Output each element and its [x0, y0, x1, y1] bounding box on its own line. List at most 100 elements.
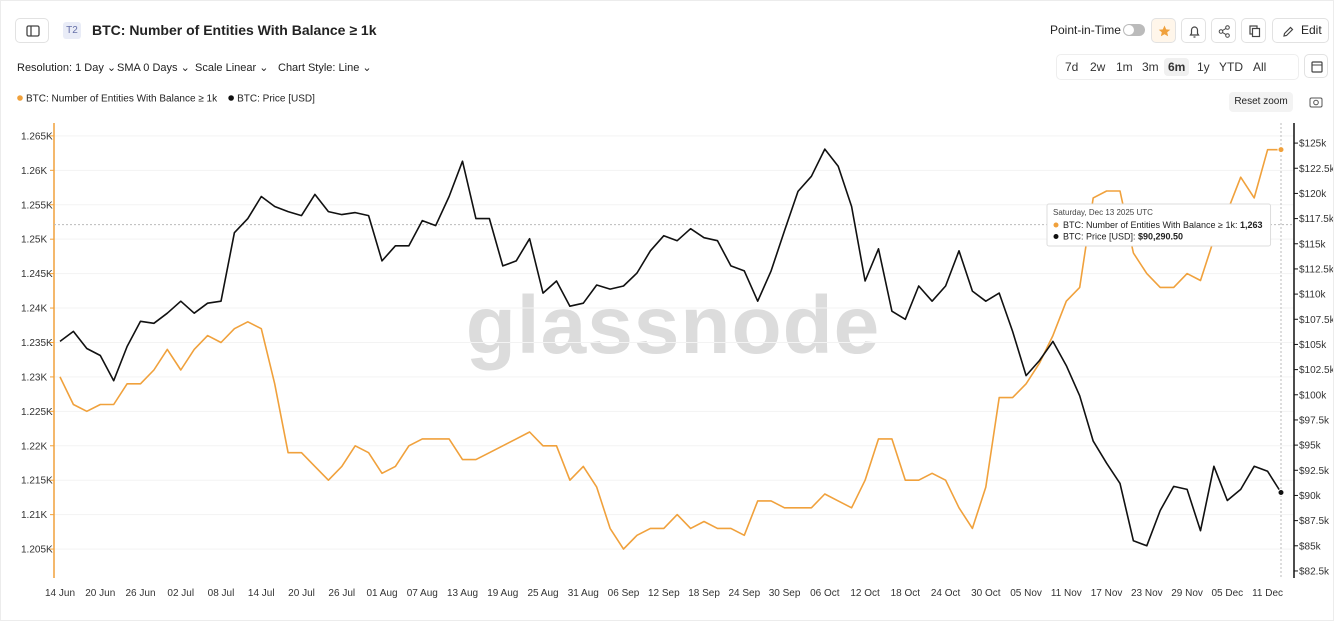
scale-label: Scale Linear [195, 62, 257, 74]
resolution-label: Resolution: 1 Day [17, 62, 104, 74]
edit-button[interactable]: Edit [1272, 18, 1329, 43]
x-tick-label: 14 Jun [45, 588, 75, 599]
share-button[interactable] [1211, 18, 1236, 43]
pit-label: Point-in-Time [1050, 23, 1121, 37]
y-tick-label: 1.25K [21, 235, 47, 246]
calendar-button[interactable] [1304, 54, 1328, 78]
tooltip-item-label: BTC: Price [USD]: [1063, 232, 1138, 242]
y-tick-label: 1.265K [21, 131, 53, 142]
x-tick-label: 19 Aug [487, 588, 518, 599]
y2-tick-label: $110k [1299, 290, 1327, 301]
tooltip-title: Saturday, Dec 13 2025 UTC [1053, 208, 1153, 217]
range-button[interactable]: 1m [1116, 60, 1133, 74]
x-tick-label: 05 Nov [1010, 588, 1042, 599]
page-title: BTC: Number of Entities With Balance ≥ 1… [92, 22, 377, 38]
reset-zoom[interactable]: Reset zoom [1229, 92, 1293, 112]
sma-label: SMA 0 Days [117, 62, 178, 74]
y2-tick-label: $122.5k [1299, 164, 1333, 175]
y2-tick-label: $87.5k [1299, 516, 1330, 527]
tooltip-item-value: 1,263 [1240, 220, 1263, 230]
y-tick-label: 1.23K [21, 372, 47, 383]
star-button[interactable] [1151, 18, 1176, 43]
tooltip-item-value: $90,290.50 [1138, 232, 1183, 242]
y-tick-label: 1.21K [21, 510, 47, 521]
tooltip: Saturday, Dec 13 2025 UTC BTC: Number of … [1046, 203, 1272, 247]
x-tick-label: 20 Jun [85, 588, 115, 599]
x-tick-label: 13 Aug [447, 588, 478, 599]
x-tick-label: 25 Aug [527, 588, 558, 599]
x-tick-label: 06 Sep [608, 588, 640, 599]
end-point [1277, 146, 1285, 154]
legend-swatch [228, 95, 234, 101]
range-button[interactable]: All [1253, 60, 1267, 74]
y2-tick-label: $107.5k [1299, 315, 1333, 326]
tooltip-box [1046, 203, 1272, 247]
y-tick-label: 1.235K [21, 338, 53, 349]
icon [26, 25, 40, 37]
x-tick-label: 24 Oct [931, 588, 961, 599]
y2-tick-label: $112.5k [1299, 264, 1333, 275]
y2-tick-label: $117.5k [1299, 214, 1333, 225]
legend-swatch [17, 95, 23, 101]
x-tick-label: 06 Oct [810, 588, 840, 599]
range-button[interactable]: 1y [1197, 60, 1210, 74]
x-tick-label: 26 Jul [328, 588, 355, 599]
y2-tick-label: $115k [1299, 239, 1327, 250]
x-tick-label: 20 Jul [288, 588, 315, 599]
x-tick-label: 31 Aug [568, 588, 599, 599]
x-tick-label: 07 Aug [407, 588, 438, 599]
sma-select[interactable]: SMA 0 Days ⌄ [117, 62, 190, 74]
y2-tick-label: $105k [1299, 340, 1327, 351]
y2-tick-label: $95k [1299, 441, 1322, 452]
legend-label: BTC: Price [USD] [237, 94, 315, 105]
x-tick-label: 26 Jun [125, 588, 155, 599]
copy-button[interactable] [1241, 18, 1266, 43]
y-tick-label: 1.22K [21, 441, 47, 452]
range-button[interactable]: 6m [1164, 58, 1190, 76]
resolution-select[interactable]: Resolution: 1 Day ⌄ [17, 62, 117, 74]
x-tick-label: 11 Nov [1051, 588, 1082, 599]
x-tick-label: 17 Nov [1091, 588, 1123, 599]
style-label: Chart Style: Line [278, 62, 360, 74]
x-tick-label: 18 Sep [688, 588, 720, 599]
x-tick-label: 24 Sep [728, 588, 760, 599]
series-line [59, 148, 1282, 547]
icon [1311, 61, 1323, 73]
sidebar-toggle[interactable] [15, 18, 49, 43]
pit-toggle[interactable] [1123, 24, 1145, 36]
x-tick-label: 05 Dec [1211, 588, 1243, 599]
series-line [59, 148, 1281, 550]
icon [1249, 25, 1261, 38]
scale-select[interactable]: Scale Linear ⌄ [195, 62, 269, 74]
y-tick-label: 1.24K [21, 304, 47, 315]
tooltip-label: BTC: Number of Entities With Balance ≥ 1… [1063, 220, 1263, 230]
range-button[interactable]: 7d [1065, 60, 1079, 74]
x-tick-label: 18 Oct [891, 588, 921, 599]
range-group [1056, 54, 1299, 80]
alert-button[interactable] [1181, 18, 1206, 43]
y-tick-label: 1.205K [21, 545, 53, 556]
y2-tick-label: $125k [1299, 139, 1327, 150]
y2-tick-label: $85k [1299, 541, 1322, 552]
y-tick-label: 1.255K [21, 200, 53, 211]
range-button[interactable]: 2w [1090, 60, 1106, 74]
x-tick-label: 30 Sep [769, 588, 801, 599]
y2-tick-label: $102.5k [1299, 365, 1333, 376]
camera-icon[interactable] [1309, 95, 1323, 109]
range-button[interactable]: YTD [1219, 60, 1243, 74]
x-tick-label: 11 Dec [1252, 588, 1283, 599]
y2-tick-label: $92.5k [1299, 466, 1330, 477]
icon [1158, 25, 1171, 37]
y2-tick-label: $100k [1299, 390, 1327, 401]
x-tick-label: 01 Aug [366, 588, 397, 599]
watermark: glassnode [466, 280, 881, 371]
tooltip-label: BTC: Price [USD]: $90,290.50 [1063, 232, 1183, 242]
y-tick-label: 1.215K [21, 476, 53, 487]
range-button[interactable]: 3m [1142, 60, 1159, 74]
reset-zoom-label: Reset zoom [1234, 96, 1288, 107]
edit-label: Edit [1301, 23, 1322, 37]
style-select[interactable]: Chart Style: Line ⌄ [278, 62, 372, 74]
y-tick-label: 1.245K [21, 269, 53, 280]
